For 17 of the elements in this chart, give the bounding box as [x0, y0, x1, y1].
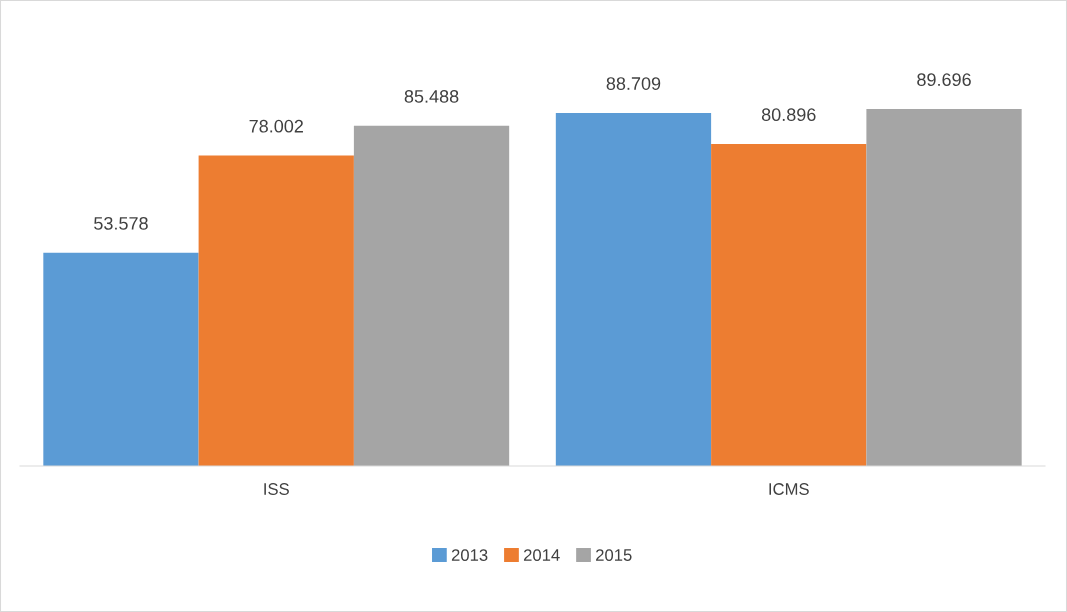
x-tick-label: ISS [264, 483, 289, 495]
bar [555, 112, 712, 466]
bar [198, 155, 354, 466]
legend-label: 2015 [596, 549, 632, 561]
data-label: 78.002 [249, 119, 303, 133]
data-label: 53.578 [94, 216, 148, 230]
x-tick-label: ICMS [769, 483, 809, 495]
bar [866, 109, 1022, 466]
legend-label: 2014 [523, 549, 560, 561]
bar [43, 252, 199, 466]
data-label: 88.709 [606, 77, 661, 90]
data-label: 85.488 [404, 90, 459, 103]
data-label: 89.696 [917, 73, 971, 87]
legend-label: 2013 [451, 549, 488, 561]
data-label: 80.896 [761, 108, 816, 122]
bar [711, 144, 867, 466]
bar [353, 125, 510, 466]
